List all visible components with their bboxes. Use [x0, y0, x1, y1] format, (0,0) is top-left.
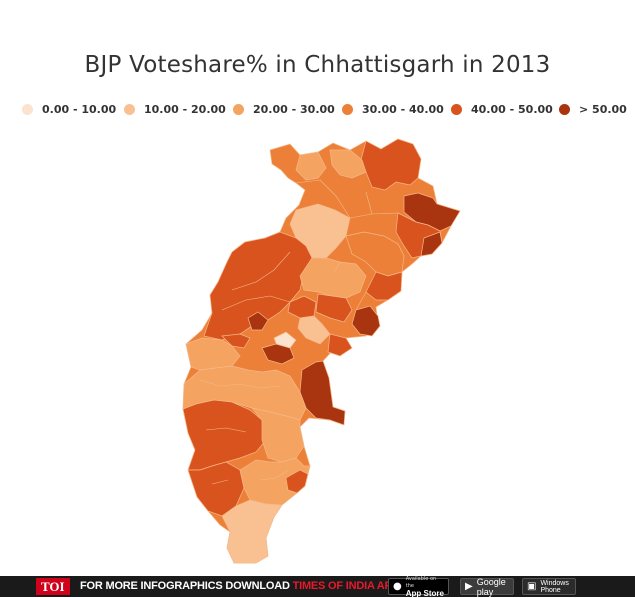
district-region — [365, 271, 403, 301]
legend-item: > 50.00 — [559, 103, 627, 116]
district-region — [315, 293, 353, 323]
district-region — [285, 469, 309, 494]
district-region — [295, 151, 327, 181]
legend-swatch — [233, 104, 244, 115]
apple-icon: ● — [393, 581, 402, 592]
google-play-label: Google play — [476, 576, 506, 597]
district-region — [360, 138, 422, 191]
app-store-button[interactable]: ● Available on the App Store — [388, 576, 449, 598]
legend-item: 20.00 - 30.00 — [233, 103, 335, 116]
windows-label-line1: Windows — [540, 579, 569, 587]
district-region — [247, 311, 269, 331]
district-region — [203, 231, 313, 341]
district-region — [403, 192, 461, 232]
chhattisgarh-map — [182, 138, 461, 564]
toi-logo[interactable]: TOI — [36, 578, 70, 595]
legend-item: 0.00 - 10.00 — [22, 103, 116, 116]
legend-swatch — [451, 104, 462, 115]
legend-label: 0.00 - 10.00 — [42, 103, 117, 116]
legend-swatch — [22, 104, 33, 115]
district-region — [297, 315, 331, 345]
legend-item: 40.00 - 50.00 — [451, 103, 553, 116]
windows-phone-button[interactable]: ▣ Windows Phone — [522, 578, 576, 595]
app-store-small-label: Available on the — [405, 576, 437, 589]
google-play-button[interactable]: ▶ Google play — [460, 576, 514, 597]
legend-label: 10.00 - 20.00 — [144, 103, 226, 116]
legend: 0.00 - 10.00 10.00 - 20.00 20.00 - 30.00… — [0, 103, 635, 121]
district-region — [289, 203, 351, 259]
legend-swatch — [342, 104, 353, 115]
district-region — [185, 337, 241, 371]
district-region — [182, 399, 267, 471]
district-region — [221, 333, 251, 349]
legend-swatch — [124, 104, 135, 115]
legend-label: > 50.00 — [579, 103, 627, 116]
windows-icon: ▣ — [527, 581, 537, 592]
district-region — [351, 305, 381, 337]
district-region — [251, 407, 305, 463]
map-title: BJP Voteshare% in Chhattisgarh in 2013 — [84, 52, 551, 78]
legend-label: 30.00 - 40.00 — [362, 103, 444, 116]
legend-item: 10.00 - 20.00 — [124, 103, 226, 116]
district-region — [329, 149, 367, 179]
district-region — [261, 343, 295, 365]
play-icon: ▶ — [465, 581, 473, 592]
district-region — [221, 499, 283, 564]
legend-label: 40.00 - 50.00 — [471, 103, 553, 116]
windows-label-line2: Phone — [540, 586, 561, 594]
legend-swatch — [559, 104, 570, 115]
promo-app-name: TIMES OF INDIA APP — [292, 580, 399, 592]
district-region — [327, 333, 353, 357]
legend-item: 30.00 - 40.00 — [342, 103, 444, 116]
district-region — [299, 257, 367, 299]
district-boundaries — [199, 179, 399, 485]
promo-text: FOR MORE INFOGRAPHICS DOWNLOAD TIMES OF … — [80, 579, 399, 594]
app-store-label: App Store — [405, 589, 444, 598]
legend-label: 20.00 - 30.00 — [253, 103, 335, 116]
footer-banner: TOI FOR MORE INFOGRAPHICS DOWNLOAD TIMES… — [0, 576, 635, 598]
promo-prefix: FOR MORE INFOGRAPHICS DOWNLOAD — [80, 580, 290, 592]
district-region — [420, 231, 443, 257]
